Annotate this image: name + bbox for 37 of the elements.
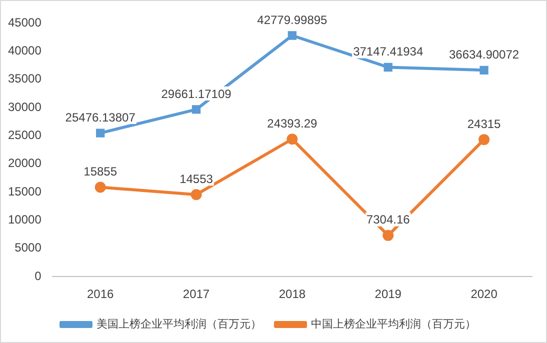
data-label: 7304.16 xyxy=(366,212,410,227)
data-label: 15855 xyxy=(84,164,118,179)
x-tick-label: 2017 xyxy=(182,287,210,302)
legend-label: 中国上榜企业平均利润（百万元） xyxy=(311,318,476,331)
data-label: 29661.17109 xyxy=(161,86,232,101)
point xyxy=(382,230,394,241)
data-label: 42779.99895 xyxy=(257,12,328,27)
y-tick-label: 30000 xyxy=(8,100,42,114)
point xyxy=(192,105,201,114)
y-tick-label: 45000 xyxy=(8,15,42,30)
data-label: 24315 xyxy=(467,116,502,131)
point xyxy=(286,134,298,145)
data-label: 36634.90072 xyxy=(449,47,520,62)
y-tick-label: 5000 xyxy=(14,240,42,255)
x-tick-label: 2016 xyxy=(86,287,114,302)
point xyxy=(288,31,297,40)
data-label: 14553 xyxy=(180,172,214,186)
y-tick-label: 15000 xyxy=(8,184,42,198)
point xyxy=(94,182,106,193)
point xyxy=(478,134,490,146)
y-tick-label: 10000 xyxy=(8,212,42,227)
data-label: 37147.41934 xyxy=(353,44,424,59)
x-tick-label: 2019 xyxy=(374,287,402,302)
point xyxy=(190,189,202,200)
y-tick-label: 40000 xyxy=(8,43,42,58)
x-tick-label: 2020 xyxy=(470,287,498,302)
point xyxy=(480,66,488,74)
y-tick-label: 35000 xyxy=(8,72,42,86)
legend-label: 美国上榜企业平均利润（百万元） xyxy=(96,318,262,331)
y-tick-label: 25000 xyxy=(8,128,42,142)
y-tick-label: 0 xyxy=(34,268,42,283)
y-tick-label: 20000 xyxy=(8,156,42,170)
x-tick-label: 2018 xyxy=(278,287,306,302)
data-label: 24393.29 xyxy=(267,116,318,130)
point xyxy=(96,128,105,138)
data-label: 25476.13807 xyxy=(65,110,136,124)
point xyxy=(384,62,392,72)
